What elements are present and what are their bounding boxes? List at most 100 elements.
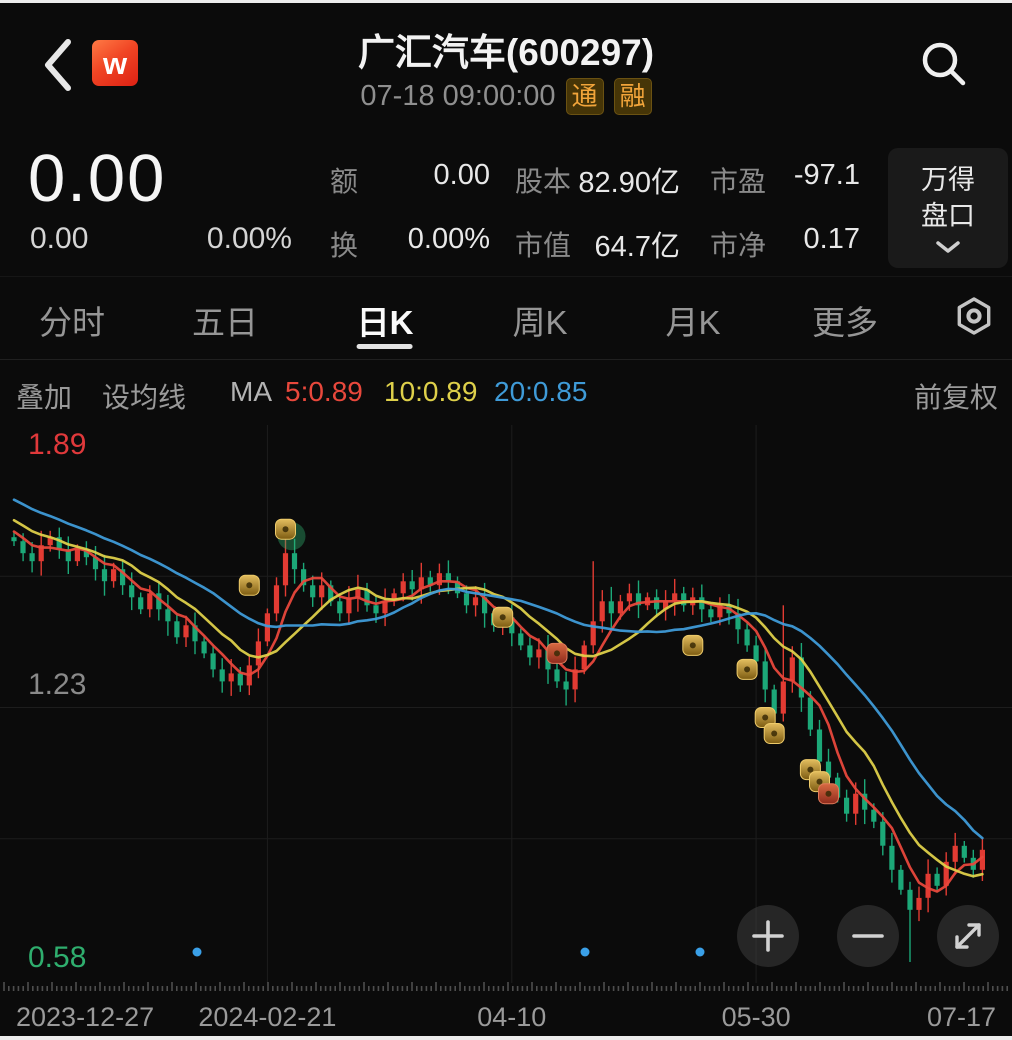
y-axis-min-label: 0.58	[28, 941, 87, 974]
candle	[120, 559, 126, 595]
event-badge[interactable]	[763, 723, 785, 744]
candle	[301, 562, 307, 592]
candle	[210, 645, 216, 678]
candle	[599, 590, 605, 633]
x-axis-label-0: 2023-12-27	[16, 1002, 155, 1032]
candle	[463, 585, 470, 614]
event-badge[interactable]	[275, 518, 306, 551]
candle	[11, 532, 17, 546]
candle	[889, 832, 895, 883]
candle	[129, 572, 135, 611]
x-axis-label-4: 07-17	[926, 1002, 996, 1032]
field-label-amount: 额	[330, 166, 359, 197]
field-value-mktcap: 64.7亿	[594, 231, 680, 263]
wind-app-logo[interactable]: w	[92, 40, 138, 86]
candle	[608, 586, 614, 628]
candle	[56, 527, 62, 559]
candle	[934, 867, 940, 893]
candle	[427, 570, 433, 592]
divider-tabs	[0, 359, 1012, 360]
ma20-line	[12, 498, 984, 840]
wind-order-book-line1: 万得	[921, 165, 975, 195]
adjust-mode-button[interactable]: 前复权	[913, 382, 998, 413]
y-axis-max-label: 1.89	[28, 428, 87, 461]
tab-3[interactable]: 周K	[512, 304, 568, 341]
candle	[454, 576, 461, 599]
candle	[111, 562, 117, 588]
candle	[708, 604, 714, 623]
candle	[762, 648, 768, 703]
event-badge[interactable]	[818, 783, 839, 805]
event-badge[interactable]	[546, 642, 568, 664]
event-badge[interactable]	[754, 707, 776, 728]
field-label-turnover: 换	[330, 230, 359, 261]
field-label-pb: 市净	[710, 230, 767, 261]
candle	[590, 561, 596, 654]
candle	[943, 852, 949, 896]
field-label-mktcap: 市值	[515, 230, 572, 261]
x-axis-label-2: 04-10	[477, 1002, 547, 1032]
candle	[916, 886, 922, 922]
candle	[355, 574, 361, 612]
chevron-down-icon	[936, 241, 960, 253]
tab-5[interactable]: 更多	[812, 304, 878, 341]
candle	[337, 593, 343, 622]
margin-badge-tong: 通	[565, 78, 604, 115]
fullscreen-button[interactable]	[937, 905, 999, 967]
candle	[29, 542, 35, 573]
event-badge[interactable]	[492, 606, 514, 628]
candle	[581, 640, 587, 675]
expand-icon	[955, 923, 981, 949]
ma-label: MA	[230, 376, 272, 407]
back-button[interactable]	[40, 36, 76, 94]
candle	[183, 615, 189, 647]
candle	[907, 881, 913, 962]
candle	[527, 637, 533, 666]
field-label-pe: 市盈	[710, 166, 767, 197]
field-value-shares: 82.90亿	[578, 167, 680, 199]
set-ma-button[interactable]: 设均线	[102, 382, 187, 413]
ma10-line	[12, 519, 984, 878]
ma5-readout: 5:0.89	[285, 376, 363, 407]
wind-order-book-button[interactable]: 万得 盘口	[888, 148, 1008, 268]
candle	[382, 588, 388, 627]
tab-1[interactable]: 五日	[192, 304, 258, 341]
zoom-in-button[interactable]	[737, 905, 799, 967]
candle	[291, 538, 298, 584]
tab-4[interactable]: 月K	[665, 304, 721, 341]
candle	[961, 841, 967, 863]
search-button[interactable]	[918, 38, 970, 90]
field-value-amount: 0.00	[433, 159, 490, 191]
wind-order-book-line2: 盘口	[921, 201, 975, 231]
candle	[880, 812, 886, 856]
field-label-shares: 股本	[515, 166, 572, 197]
event-badge[interactable]	[238, 574, 260, 596]
candle	[282, 529, 289, 597]
ma10-readout: 10:0.89	[384, 376, 478, 407]
candle	[273, 577, 280, 622]
chart-settings-button[interactable]	[952, 294, 996, 338]
event-badge[interactable]	[682, 634, 704, 656]
candle	[65, 536, 71, 574]
zoom-out-button[interactable]	[837, 905, 899, 967]
y-axis-mid-label: 1.23	[28, 668, 87, 701]
candle	[156, 582, 162, 621]
event-dot	[695, 947, 705, 957]
candle	[663, 590, 669, 621]
candle	[400, 573, 406, 602]
active-tab-underline	[357, 344, 413, 349]
field-value-pb: 0.17	[803, 223, 860, 255]
tab-2[interactable]: 日K	[357, 296, 413, 349]
x-axis-label-3: 05-30	[721, 1002, 791, 1032]
event-dot	[192, 947, 202, 957]
page-title: 广汇汽车(600297)	[357, 32, 655, 73]
candles	[11, 527, 985, 962]
candle	[174, 614, 180, 644]
overlay-button[interactable]: 叠加	[16, 382, 73, 413]
tab-0[interactable]: 分时	[39, 304, 105, 341]
event-badge[interactable]	[736, 658, 758, 680]
margin-badge-rong: 融	[613, 78, 652, 115]
candlestick-chart[interactable]	[0, 425, 1012, 1000]
candle	[672, 578, 678, 616]
